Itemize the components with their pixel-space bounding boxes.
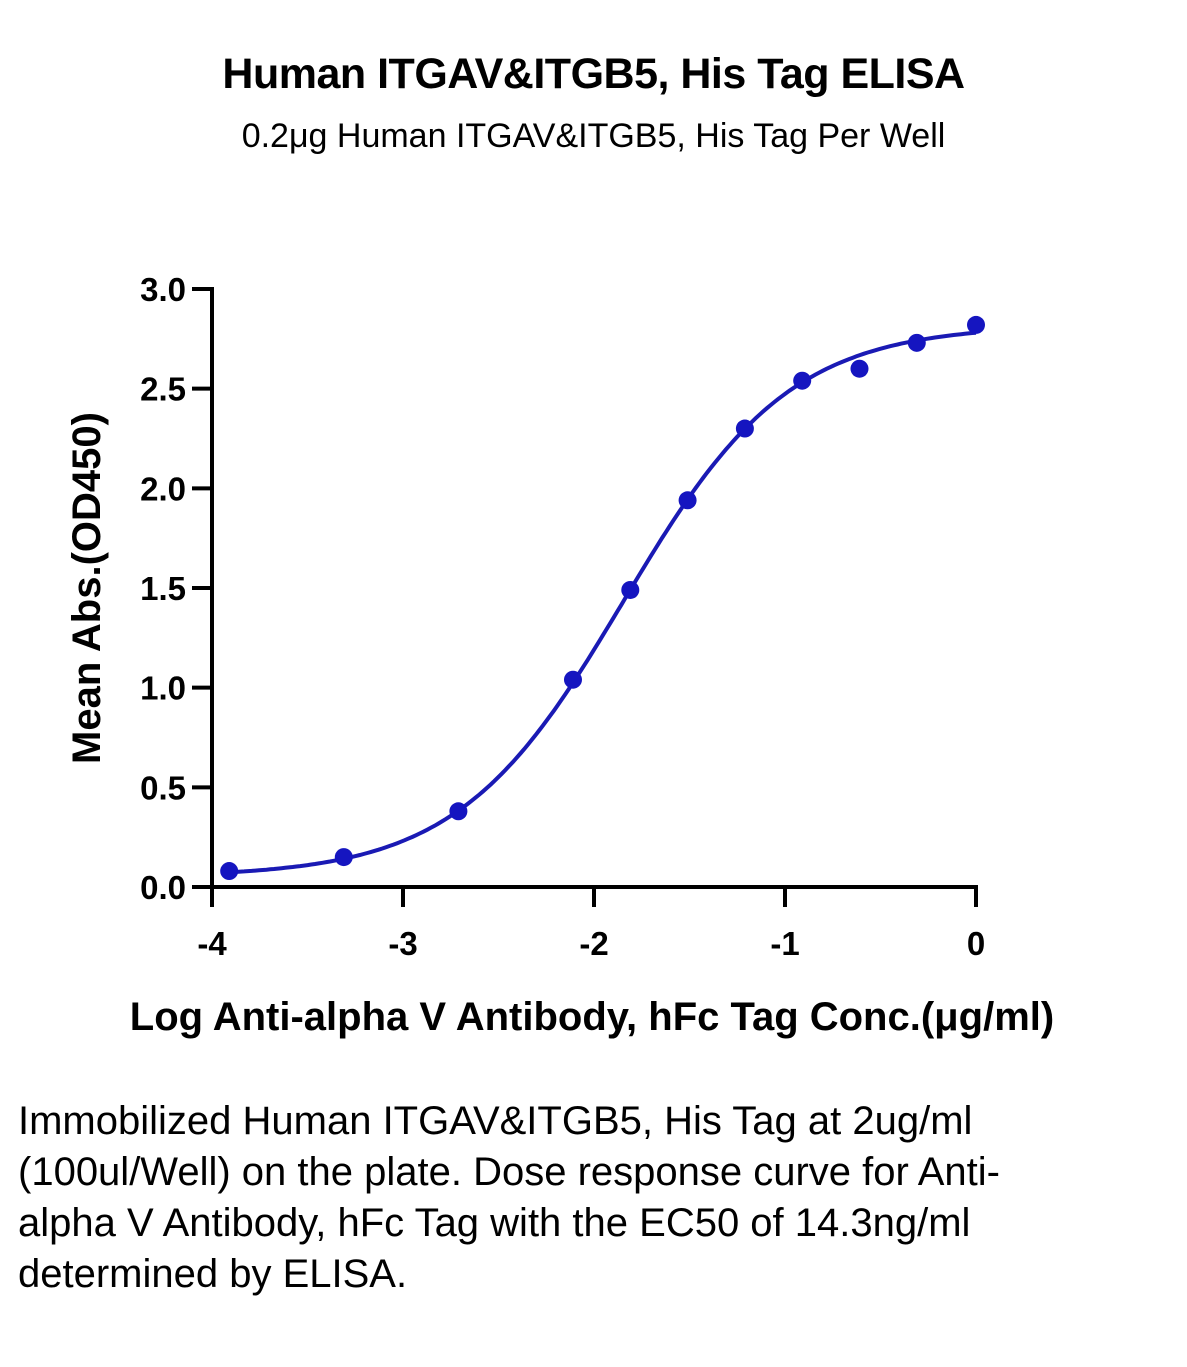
y-axis-title: Mean Abs.(OD450): [65, 412, 109, 764]
data-point: [907, 333, 926, 352]
chart-title: Human ITGAV&ITGB5, His Tag ELISA: [222, 50, 965, 98]
data-point: [678, 491, 697, 510]
y-axis: 0.0 0.5 1.0 1.5 2.0 2.5 3.0: [140, 271, 214, 906]
data-point: [967, 315, 985, 334]
data-point: [563, 670, 582, 689]
data-point: [220, 862, 239, 881]
data-point: [334, 848, 353, 867]
data-point: [735, 419, 754, 438]
data-point: [793, 371, 812, 390]
y-tick-label: 2.5: [140, 371, 186, 408]
x-tick-label: -3: [388, 925, 417, 962]
x-tick-label: -4: [197, 925, 227, 962]
y-tick-label: 1.5: [140, 570, 186, 607]
chart-subtitle: 0.2μg Human ITGAV&ITGB5, His Tag Per Wel…: [241, 117, 946, 155]
figure-caption: Immobilized Human ITGAV&ITGB5, His Tag a…: [18, 1099, 1000, 1296]
x-tick-label: 0: [967, 925, 985, 962]
y-tick-label: 3.0: [140, 271, 186, 308]
data-point: [449, 802, 468, 821]
data-point: [850, 359, 869, 378]
y-tick-label: 2.0: [140, 470, 186, 507]
y-tick-label: 0.0: [140, 869, 186, 906]
x-tick-label: -1: [770, 925, 799, 962]
fit-curve: [229, 330, 977, 875]
x-axis-title: Log Anti-alpha V Antibody, hFc Tag Conc.…: [130, 995, 1054, 1039]
y-tick-label: 1.0: [140, 670, 186, 707]
x-tick-label: -2: [579, 925, 608, 962]
chart: 0.0 0.5 1.0 1.5 2.0 2.5 3.0 -4 -3 -2 -1 0 Mean Abs…: [65, 271, 1054, 1039]
fit-curve-group: [229, 330, 977, 875]
data-point: [621, 580, 640, 599]
y-tick-label: 0.5: [140, 769, 186, 806]
data-points: [220, 315, 985, 881]
x-axis: -4 -3 -2 -1 0: [197, 885, 985, 962]
